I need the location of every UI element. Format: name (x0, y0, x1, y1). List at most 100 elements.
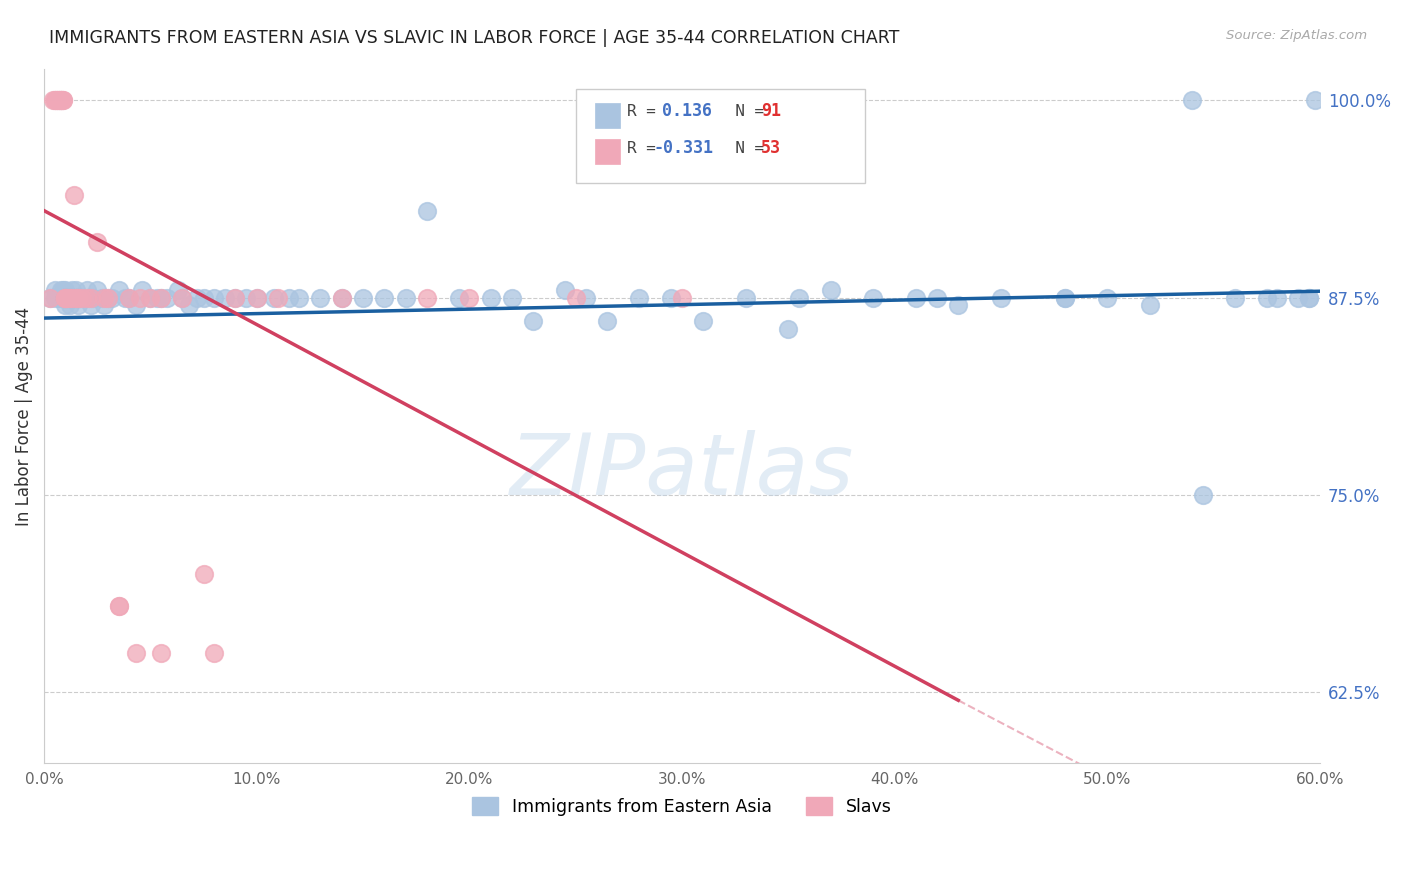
Text: 91: 91 (761, 103, 780, 120)
Point (1181, 93, 1204, 107)
Point (118, 291, 141, 305)
Point (67, 291, 90, 305)
Point (44, 93, 66, 107)
Point (139, 291, 162, 305)
Point (787, 291, 810, 305)
Text: -0.331: -0.331 (654, 139, 714, 157)
Point (101, 291, 124, 305)
Point (150, 291, 173, 305)
Point (45, 93, 67, 107)
Point (53, 291, 76, 305)
Point (778, 322, 800, 336)
Point (628, 291, 651, 305)
Point (1053, 291, 1076, 305)
Point (352, 291, 374, 305)
Text: R =: R = (627, 104, 675, 119)
Point (49, 291, 72, 305)
Point (52, 93, 75, 107)
Point (172, 291, 194, 305)
Y-axis label: In Labor Force | Age 35-44: In Labor Force | Age 35-44 (15, 307, 32, 525)
Point (56, 291, 79, 305)
Point (59, 291, 82, 305)
Point (330, 291, 353, 305)
Point (501, 788, 523, 802)
Point (246, 291, 269, 305)
Point (1305, 93, 1327, 107)
Point (1256, 291, 1278, 305)
Point (63, 291, 86, 305)
Point (97, 291, 120, 305)
Text: 0.136: 0.136 (662, 103, 713, 120)
Point (131, 283, 153, 297)
Point (990, 291, 1012, 305)
Point (53, 283, 76, 297)
Point (862, 291, 884, 305)
Point (224, 291, 246, 305)
Point (575, 291, 598, 305)
Point (52, 283, 75, 297)
Point (107, 599, 129, 613)
Point (60, 291, 83, 305)
Point (778, 788, 800, 802)
Point (49, 283, 72, 297)
Point (97, 291, 120, 305)
Point (60, 283, 83, 297)
Point (1265, 291, 1288, 305)
Point (522, 314, 544, 328)
Point (52, 291, 75, 305)
Point (128, 291, 150, 305)
Point (1053, 291, 1076, 305)
Point (1298, 291, 1320, 305)
Point (72, 291, 94, 305)
Point (925, 291, 948, 305)
Text: 53: 53 (761, 139, 780, 157)
Point (39, 291, 62, 305)
Point (156, 291, 179, 305)
Point (202, 646, 225, 660)
Point (93, 298, 115, 312)
Point (53, 291, 76, 305)
Point (124, 298, 146, 312)
Point (86, 235, 108, 250)
Point (1139, 298, 1161, 312)
Point (554, 283, 576, 297)
Point (172, 291, 194, 305)
Point (288, 291, 311, 305)
Point (193, 566, 215, 581)
Point (44, 283, 66, 297)
Point (501, 291, 523, 305)
Point (1191, 488, 1213, 502)
Point (177, 298, 200, 312)
Point (41, 93, 63, 107)
Point (44, 291, 66, 305)
Legend: Immigrants from Eastern Asia, Slavs: Immigrants from Eastern Asia, Slavs (463, 789, 901, 824)
Point (65, 283, 87, 297)
Point (214, 291, 236, 305)
Point (167, 283, 190, 297)
Point (447, 291, 470, 305)
Point (76, 291, 98, 305)
Point (90, 291, 112, 305)
Point (107, 599, 129, 613)
Point (373, 291, 395, 305)
Point (146, 291, 169, 305)
Point (202, 291, 225, 305)
Point (80, 291, 103, 305)
Point (118, 291, 141, 305)
Point (60, 291, 83, 305)
Point (49, 93, 72, 107)
Point (246, 291, 269, 305)
Point (330, 291, 353, 305)
Point (39, 291, 62, 305)
Point (1095, 291, 1118, 305)
Point (150, 646, 173, 660)
Point (479, 291, 502, 305)
Point (76, 283, 98, 297)
Point (65, 291, 87, 305)
Point (82, 291, 104, 305)
Text: ZIPatlas: ZIPatlas (510, 430, 853, 513)
Point (277, 291, 299, 305)
Point (80, 298, 103, 312)
Point (53, 298, 76, 312)
Point (59, 298, 82, 312)
